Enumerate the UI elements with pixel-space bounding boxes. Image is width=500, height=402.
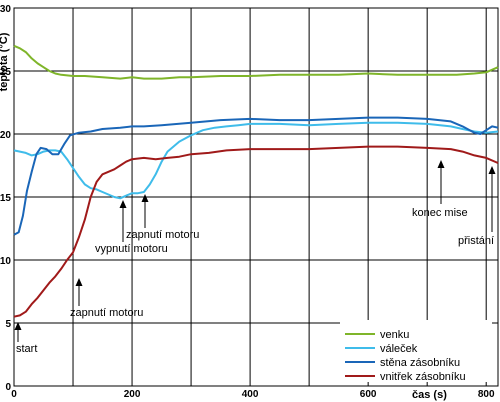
series-line-0 (13, 44, 499, 80)
annotation-label: zapnutí motoru (126, 229, 199, 241)
x-tick-label: 800 (478, 389, 495, 400)
annotation-label: vypnutí motoru (95, 243, 168, 255)
y-tick-label: 10 (0, 256, 11, 267)
annotation-label: přistání (458, 235, 494, 247)
legend-label: stěna zásobníku (380, 357, 460, 369)
legend-box (340, 320, 492, 382)
series-line-1 (13, 121, 499, 200)
legend-label: váleček (380, 343, 418, 355)
grid (13, 7, 498, 387)
legend: venku váleček stěna zásobníku vnitřek zásob… (340, 320, 492, 383)
annotation-arrow-head (437, 160, 445, 168)
annotation-arrow-head (141, 194, 149, 202)
x-tick-label: 0 (11, 389, 17, 400)
y-tick-label: 5 (5, 319, 11, 330)
annotation-arrow-head (14, 322, 22, 330)
series-group (13, 44, 499, 318)
y-tick-label: 30 (0, 4, 11, 15)
annotation-arrow-head (75, 278, 83, 286)
annotation-label: zapnutí motoru (70, 307, 143, 319)
x-tick-label: 200 (124, 389, 141, 400)
x-tick-label: 400 (242, 389, 259, 400)
annotation-label: konec mise (412, 207, 468, 219)
series-line-3 (13, 145, 499, 318)
y-tick-label: 0 (5, 382, 11, 393)
series-line-2 (13, 116, 499, 236)
y-tick-label: 25 (0, 67, 11, 78)
y-tick-label: 15 (0, 193, 11, 204)
legend-label: vnitřek zásobníku (380, 371, 466, 383)
legend-label: venku (380, 329, 409, 341)
annotation-arrow-head (119, 200, 127, 208)
annotations: start zapnutí motoru vypnutí motoru zapnutí… (14, 160, 496, 355)
tick-labels: 0 5 10 15 20 25 30 0 200 400 600 800 (0, 4, 495, 400)
x-tick-label: 600 (360, 389, 377, 400)
y-axis-title: teplota (°C) (0, 32, 10, 91)
annotation-arrow-head (488, 166, 496, 174)
annotation-label: start (16, 343, 37, 355)
y-tick-label: 20 (0, 130, 11, 141)
x-axis-title: čas (s) (412, 389, 447, 401)
